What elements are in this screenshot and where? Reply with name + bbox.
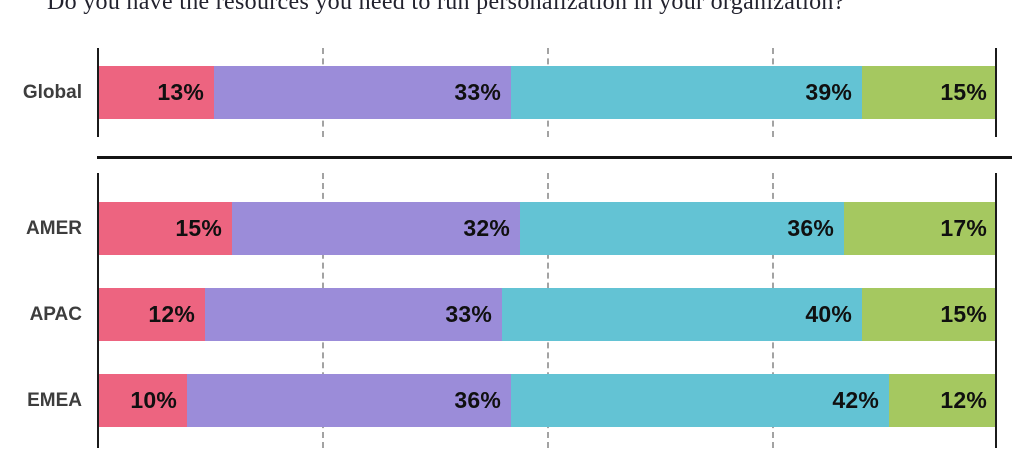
bar-segment-global-4: 15% [862, 66, 997, 119]
row-label-global: Global [22, 81, 82, 103]
bar-segment-emea-4: 12% [889, 374, 997, 427]
bar-segment-amer-4: 17% [844, 202, 997, 255]
axis-line-0pct [97, 173, 99, 448]
bar-segment-emea-2: 36% [187, 374, 511, 427]
bar-row-global: 13% 33% 39% 15% [97, 66, 997, 119]
bar-segment-global-1: 13% [97, 66, 214, 119]
segment-value-label: 12% [148, 301, 195, 327]
bar-segment-amer-3: 36% [520, 202, 844, 255]
segment-value-label: 40% [805, 301, 852, 327]
row-label-apac: APAC [29, 303, 82, 325]
segment-value-label: 42% [832, 387, 879, 413]
segment-value-label: 15% [940, 79, 987, 105]
row-label-emea: EMEA [27, 389, 82, 411]
bar-segment-apac-2: 33% [205, 288, 502, 341]
segment-value-label: 13% [157, 79, 204, 105]
bar-segment-emea-1: 10% [97, 374, 187, 427]
axis-line-0pct [97, 48, 99, 137]
bar-segment-apac-3: 40% [502, 288, 862, 341]
chart-title: Do you have the resources you need to ru… [47, 0, 845, 15]
bar-row-emea: 10% 36% 42% 12% [97, 374, 997, 427]
segment-value-label: 12% [940, 387, 987, 413]
bar-segment-amer-2: 32% [232, 202, 520, 255]
segment-value-label: 33% [454, 79, 501, 105]
segment-value-label: 36% [454, 387, 501, 413]
separator-line [97, 156, 1012, 159]
bar-segment-apac-1: 12% [97, 288, 205, 341]
bar-segment-apac-4: 15% [862, 288, 997, 341]
segment-value-label: 32% [463, 215, 510, 241]
segment-value-label: 33% [445, 301, 492, 327]
bar-segment-amer-1: 15% [97, 202, 232, 255]
segment-value-label: 39% [805, 79, 852, 105]
segment-value-label: 36% [787, 215, 834, 241]
row-label-amer: AMER [26, 217, 82, 239]
bar-segment-global-2: 33% [214, 66, 511, 119]
segment-value-label: 15% [940, 301, 987, 327]
segment-value-label: 10% [130, 387, 177, 413]
bar-row-apac: 12% 33% 40% 15% [97, 288, 997, 341]
axis-line-100pct [995, 173, 997, 448]
bar-segment-global-3: 39% [511, 66, 862, 119]
axis-line-100pct [995, 48, 997, 137]
bar-row-amer: 15% 32% 36% 17% [97, 202, 997, 255]
segment-value-label: 17% [940, 215, 987, 241]
segment-value-label: 15% [175, 215, 222, 241]
bar-segment-emea-3: 42% [511, 374, 889, 427]
